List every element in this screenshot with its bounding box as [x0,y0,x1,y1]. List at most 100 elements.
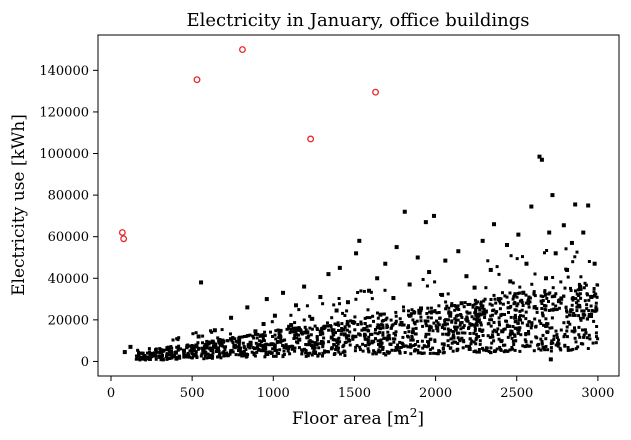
data-point [579,342,583,346]
data-point [245,334,249,337]
data-point [308,314,312,318]
data-point [168,353,172,357]
x-tick-label: 2500 [500,386,533,401]
data-point [210,340,214,344]
data-point [404,344,408,348]
data-point [388,337,391,341]
data-point [483,297,487,301]
data-point [338,340,342,344]
data-point [509,304,513,308]
data-point [475,317,479,321]
data-point [329,335,334,340]
data-point [248,333,252,337]
data-point [496,327,500,331]
data-point [499,339,503,343]
data-point [525,323,529,327]
data-point [462,324,466,328]
data-point [541,299,545,302]
data-point [473,329,477,333]
data-point [364,344,367,348]
data-point [266,353,270,356]
data-point [310,316,315,321]
data-point [242,335,246,338]
data-point [546,331,549,334]
data-point [408,343,412,347]
x-axis-title-base: Floor area [m [292,409,410,429]
data-point [416,351,420,355]
data-point [390,348,394,352]
data-point [585,336,589,340]
data-point [392,331,396,335]
data-point [411,327,415,331]
data-point [363,336,367,340]
data-point [333,352,337,356]
data-point [539,348,543,352]
data-point [161,349,165,353]
data-point [548,326,552,330]
data-point [573,329,577,333]
data-point [450,304,453,308]
data-point [204,342,209,347]
data-point [575,292,579,296]
plot-frame [97,34,620,377]
data-point [207,355,212,360]
data-point [230,339,234,343]
data-point [337,297,341,300]
data-point [202,345,206,349]
data-point [386,325,389,329]
data-point [170,351,174,355]
data-point [455,325,459,329]
data-point [269,342,274,347]
data-point [273,349,277,352]
data-point [147,356,152,361]
data-point [287,327,291,331]
data-point [389,326,393,330]
data-point [291,326,295,330]
data-point [585,292,589,296]
data-point [557,306,561,310]
data-point [187,355,191,359]
data-point [456,249,461,254]
data-point [161,354,164,357]
data-point [306,354,310,358]
data-point [483,316,487,319]
data-point [586,347,590,350]
data-point [505,243,510,248]
data-point [582,333,586,337]
data-point [496,333,500,336]
data-point [395,348,398,352]
data-point [447,330,451,334]
data-point [201,350,206,355]
data-point [154,348,157,352]
data-point [481,304,485,308]
data-point [443,258,448,263]
data-point [212,341,216,345]
data-point [407,330,411,334]
data-point [581,230,586,235]
data-point [595,295,599,299]
data-point [410,335,414,338]
data-point [333,322,337,326]
data-point [347,334,351,338]
data-point [385,338,389,342]
data-point [474,309,478,313]
data-point [533,294,537,298]
data-point [416,348,420,352]
data-point [286,349,290,353]
data-point [200,346,204,350]
data-point [379,338,383,342]
data-point [461,331,465,335]
data-point [505,323,509,327]
data-point [490,303,494,307]
data-point [270,351,274,355]
data-point [296,328,300,332]
data-point [563,286,567,290]
data-point [279,339,283,343]
data-point [541,295,545,299]
data-point [216,336,220,340]
data-point [356,291,360,294]
data-point [545,324,549,328]
data-point [282,353,286,356]
data-point [238,349,242,353]
